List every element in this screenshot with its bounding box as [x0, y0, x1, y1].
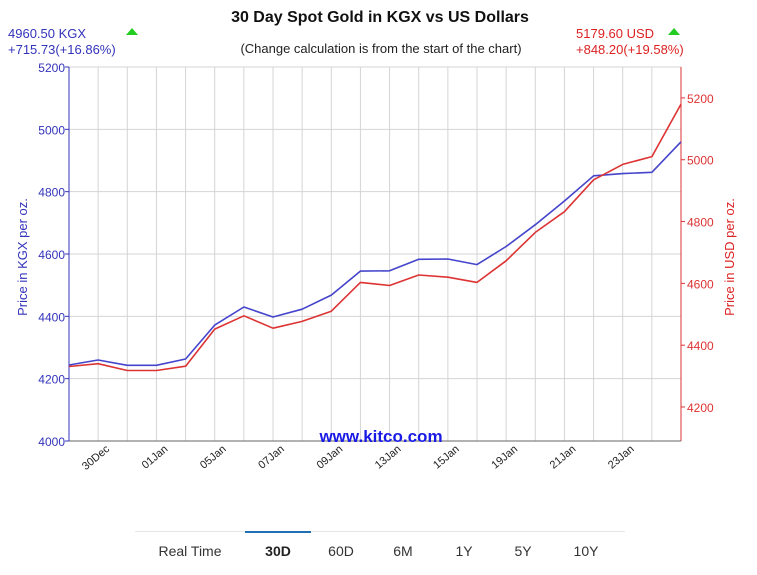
tab-real-time[interactable]: Real Time: [158, 543, 222, 559]
tab-6m[interactable]: 6M: [393, 543, 413, 559]
kgx-change: +715.73(+16.86%): [8, 42, 116, 57]
kitco-watermark: www.kitco.com: [318, 427, 442, 446]
kgx-up-arrow-icon: [126, 28, 138, 35]
gold-price-chart: 30 Day Spot Gold in KGX vs US Dollars (C…: [8, 9, 737, 473]
left-tick-label: 5000: [38, 123, 65, 137]
x-tick-label: 13Jan: [373, 443, 404, 471]
tab-divider: [135, 531, 625, 532]
usd-up-arrow-icon: [668, 28, 680, 35]
tab-60d[interactable]: 60D: [328, 543, 354, 559]
right-tick-label: 4800: [687, 216, 714, 230]
usd-change: +848.20(+19.58%): [576, 42, 684, 57]
x-tick-label: 23Jan: [606, 443, 637, 471]
left-tick-label: 4200: [38, 373, 65, 387]
x-tick-label: 15Jan: [431, 443, 462, 471]
left-axis-ticks: 4000 4200 4400 4600 4800 5000 5200: [38, 61, 69, 449]
kgx-price: 4960.50 KGX: [8, 26, 86, 41]
left-tick-label: 4800: [38, 186, 65, 200]
chart-series: [68, 103, 682, 372]
range-tab-bar: Real Time 30D 60D 6M 1Y 5Y 10Y: [135, 531, 625, 570]
tab-1y[interactable]: 1Y: [455, 543, 473, 559]
usd-price: 5179.60 USD: [576, 26, 654, 41]
x-tick-label: 21Jan: [548, 443, 579, 471]
right-axis-label: Price in USD per oz.: [722, 198, 737, 316]
left-tick-label: 5200: [38, 61, 65, 75]
tab-30d[interactable]: 30D: [245, 531, 311, 570]
chart-subtitle: (Change calculation is from the start of…: [240, 41, 521, 56]
x-tick-label: 07Jan: [256, 443, 287, 471]
left-tick-label: 4600: [38, 248, 65, 262]
x-tick-label: 19Jan: [489, 443, 520, 471]
x-tick-label: 05Jan: [198, 443, 229, 471]
tab-10y[interactable]: 10Y: [573, 543, 599, 559]
right-tick-label: 4600: [687, 277, 714, 291]
chart-title: 30 Day Spot Gold in KGX vs US Dollars: [231, 9, 529, 26]
series-line-kgx: [68, 141, 682, 367]
right-tick-label: 4200: [687, 401, 714, 415]
right-tick-label: 4400: [687, 339, 714, 353]
x-axis-ticks: 30Dec 01Jan 05Jan 07Jan 09Jan 13Jan 15Jan 19Jan…: [80, 443, 637, 473]
chart-grid: [69, 66, 681, 442]
left-tick-label: 4400: [38, 310, 65, 324]
left-axis-label: Price in KGX per oz.: [15, 198, 30, 316]
x-tick-label: 01Jan: [140, 443, 171, 471]
x-tick-label: 30Dec: [80, 443, 112, 473]
left-tick-label: 4000: [38, 435, 65, 449]
x-tick-label: 09Jan: [315, 443, 346, 471]
tab-5y[interactable]: 5Y: [514, 543, 532, 559]
right-tick-label: 5200: [687, 92, 714, 106]
right-tick-label: 5000: [687, 154, 714, 168]
series-line-usd: [68, 103, 682, 372]
right-axis-ticks: 4200 4400 4600 4800 5000 5200: [681, 92, 714, 415]
